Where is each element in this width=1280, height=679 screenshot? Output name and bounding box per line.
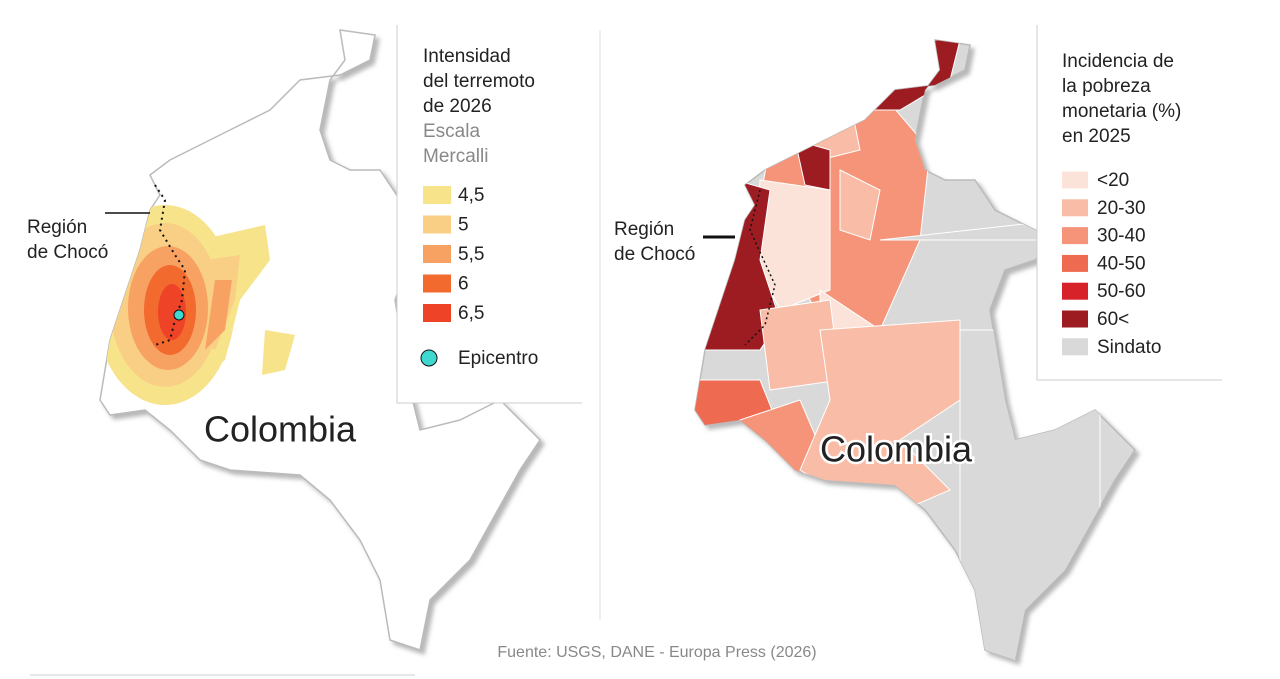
zone [205, 280, 232, 350]
legend-bg [398, 26, 581, 402]
intensity-map: Región de Chocó Colombia Intensidad del … [27, 25, 582, 651]
region-label: Región [27, 217, 87, 238]
region-label: de Chocó [614, 244, 695, 265]
legend-swatch [1062, 310, 1088, 328]
zone [158, 284, 186, 340]
legend-label: 60< [1097, 309, 1129, 330]
source: Fuente: USGS, DANE - Europa Press (2026) [497, 644, 816, 661]
intensity-zones [100, 205, 295, 405]
poverty-map: Región de Chocó Colombia Incidencia de l… [614, 25, 1222, 661]
legend-label: 30-40 [1097, 226, 1146, 247]
country-label: Colombia [820, 429, 973, 470]
legend-label: <20 [1097, 170, 1129, 191]
legend-label: 5,5 [458, 244, 484, 265]
region-label: de Chocó [27, 242, 108, 263]
legend-swatch [423, 274, 451, 293]
legend-swatch [423, 245, 451, 263]
country-label: Colombia [204, 409, 357, 450]
legend-swatch [423, 215, 451, 234]
legend-label: Epicentro [458, 348, 538, 369]
legend-label: 5 [458, 215, 469, 236]
legend-label: 20-30 [1097, 198, 1146, 219]
legend-label: Sindato [1097, 337, 1161, 358]
legend-swatch [1062, 171, 1088, 189]
region [839, 169, 881, 241]
legend-swatch [1062, 199, 1088, 217]
legend-label: 4,5 [458, 185, 484, 206]
legend-subtitle: Mercalli [423, 146, 488, 167]
legend-swatch [1062, 227, 1088, 245]
legend-label: 50-60 [1097, 281, 1146, 302]
epicenter-marker [173, 309, 185, 321]
region-label: Región [614, 219, 674, 240]
legend-items: <20 20-30 30-40 40-50 50-60 60< Sindato [1062, 170, 1161, 358]
legend-title: monetaria (%) [1062, 101, 1181, 122]
legend-swatch [1062, 282, 1088, 300]
legend-label: 40-50 [1097, 253, 1146, 274]
legend-title: la pobreza [1062, 76, 1151, 97]
legend-subtitle: Escala [423, 121, 480, 142]
legend-swatch [420, 349, 438, 367]
legend-title: de 2026 [423, 96, 492, 117]
legend-title: Intensidad [423, 46, 511, 67]
legend-label: 6,5 [458, 303, 484, 324]
zone [262, 330, 295, 375]
legend-title: en 2025 [1062, 126, 1131, 147]
choco-border [744, 189, 776, 346]
legend-title: del terremoto [423, 71, 535, 92]
legend-items: 4,5 5 5,5 6 6,5 [423, 185, 484, 324]
legend-label: 6 [458, 274, 469, 295]
region [859, 40, 961, 111]
legend-swatch [423, 304, 451, 322]
legend-swatch [423, 186, 451, 204]
legend-title: Incidencia de [1062, 51, 1174, 72]
legend-swatch [1062, 338, 1088, 356]
legend-swatch [1062, 254, 1088, 272]
